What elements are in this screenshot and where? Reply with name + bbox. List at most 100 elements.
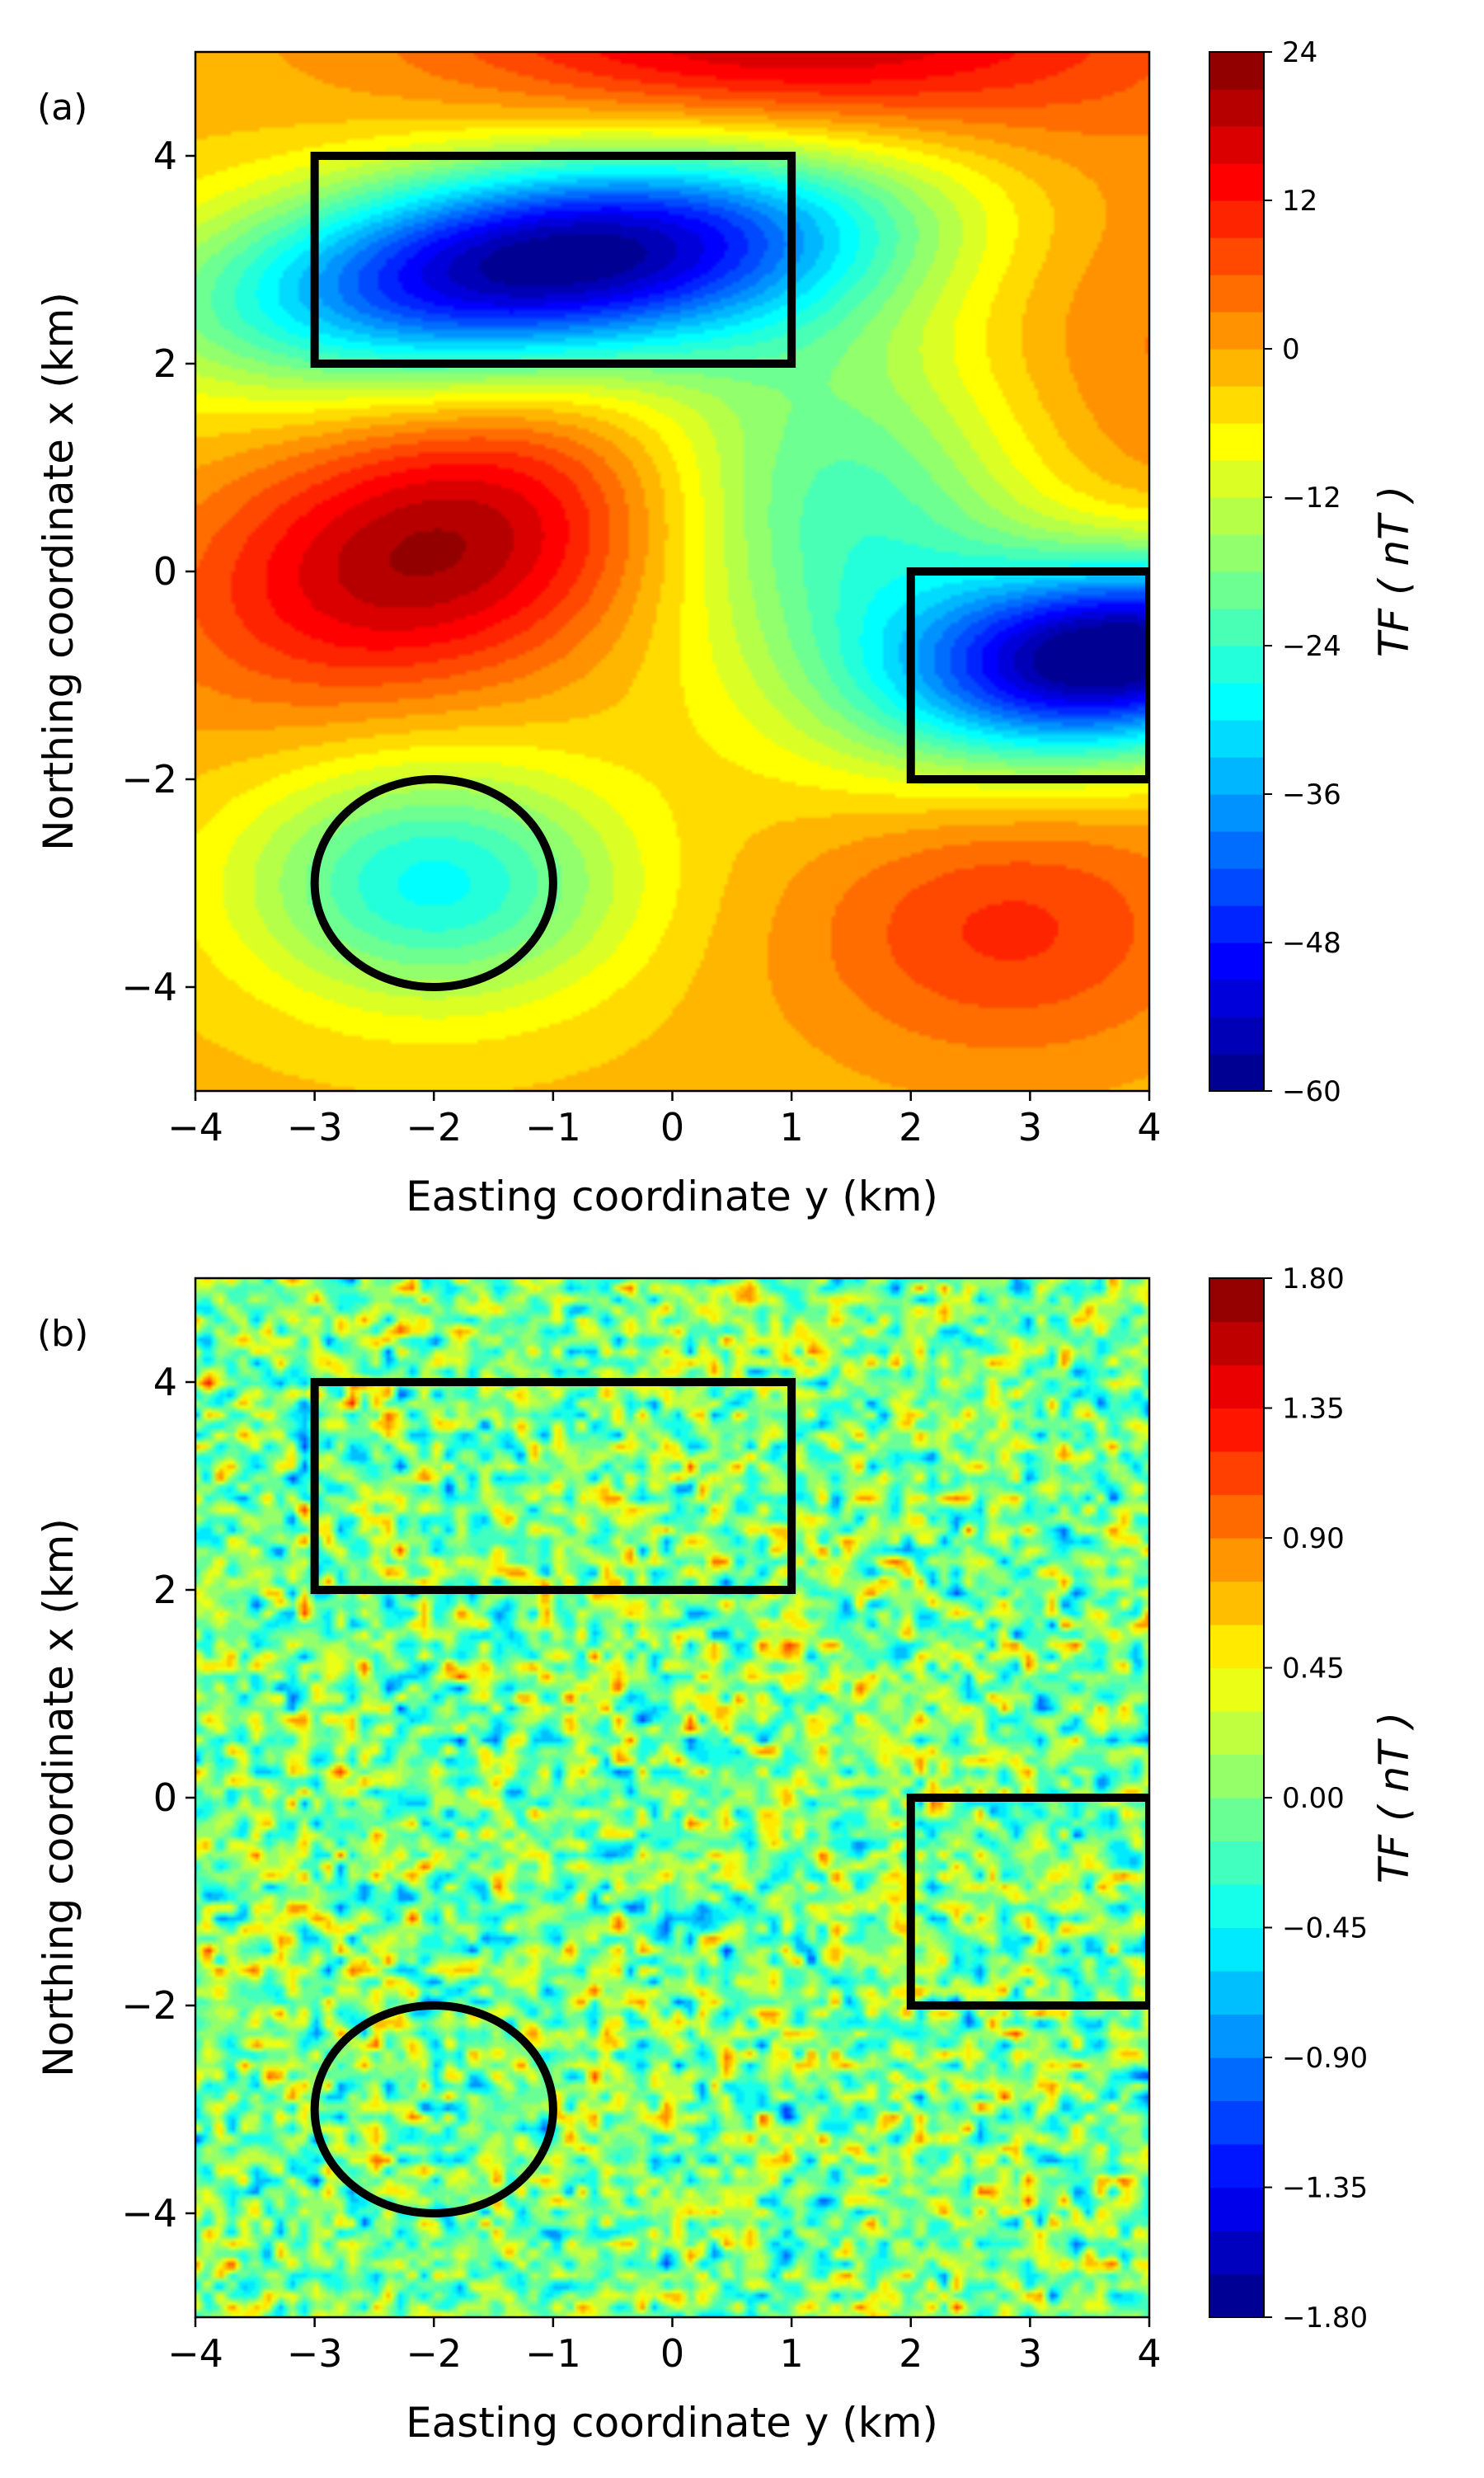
- x-tick-label-b-0: −4: [167, 2331, 223, 2376]
- y-axis-label-a: Northing coordinate x (km): [35, 292, 82, 851]
- y-tick-label-a-1: −2: [121, 757, 177, 802]
- colorbar-band-a-24: [1209, 163, 1264, 201]
- x-tick-label-b-6: 2: [899, 2331, 923, 2376]
- colorbar-tick-label-a-4: −12: [1282, 482, 1341, 515]
- y-tick-label-b-3: 2: [153, 1568, 177, 1612]
- panel-b: (b) −4 −3 −2 −1 0 1 2 3 4 −4 −2 0 2 4 Easting coordi…: [35, 1263, 1418, 2447]
- colorbar-label-a: TF ( nT ): [1370, 486, 1418, 657]
- colorbar-band-b-6: [1209, 2014, 1264, 2058]
- colorbar-band-b-13: [1209, 1711, 1264, 1756]
- colorbar-band-b-20: [1209, 1408, 1264, 1452]
- colorbar-band-a-2: [1209, 980, 1264, 1018]
- x-axis-label-a: Easting coordinate y (km): [406, 1173, 938, 1220]
- x-tick-label-a-1: −3: [287, 1105, 343, 1150]
- colorbar-band-a-23: [1209, 200, 1264, 238]
- colorbar-ticks-a: −60 −48 −36 −24 −12 0 12 24: [1264, 36, 1341, 1108]
- x-tick-label-a-2: −2: [406, 1105, 462, 1150]
- y-tick-label-a-0: −4: [121, 965, 177, 1009]
- colorbar-frame-a: [1209, 51, 1265, 1092]
- rectangle-outline-b-0: [310, 1378, 796, 1594]
- colorbar-band-a-12: [1209, 609, 1264, 647]
- colorbar-band-a-19: [1209, 349, 1264, 387]
- colorbar-tick-label-b-1: −1.35: [1282, 2172, 1368, 2205]
- colorbar-band-b-11: [1209, 1798, 1264, 1842]
- colorbar-band-b-14: [1209, 1667, 1264, 1712]
- x-tick-label-a-5: 1: [779, 1105, 803, 1150]
- colorbar-band-b-0: [1209, 2273, 1264, 2318]
- colorbar-band-a-15: [1209, 497, 1264, 535]
- x-tick-label-a-7: 3: [1018, 1105, 1042, 1150]
- colorbar-tick-label-a-1: −48: [1282, 927, 1341, 960]
- x-tick-label-a-6: 2: [899, 1105, 923, 1150]
- colorbar-band-b-9: [1209, 1884, 1264, 1929]
- colorbar-band-b-19: [1209, 1451, 1264, 1496]
- colorbar-band-b-17: [1209, 1538, 1264, 1582]
- circle-outline-a-2: [310, 775, 557, 991]
- colorbar-tick-label-b-4: 0.00: [1282, 1782, 1345, 1815]
- colorbar-band-b-5: [1209, 2057, 1264, 2102]
- rectangle-outline-b-1: [906, 1794, 1149, 2010]
- colorbar-tick-label-a-5: 0: [1282, 333, 1300, 366]
- y-tick-label-a-3: 2: [153, 341, 177, 386]
- colorbar-band-b-18: [1209, 1494, 1264, 1539]
- colorbar-bands-b: [1209, 1278, 1264, 2318]
- colorbar-tick-label-b-6: 0.90: [1282, 1522, 1345, 1555]
- colorbar-band-a-3: [1209, 943, 1264, 980]
- colorbar-band-a-0: [1209, 1054, 1264, 1092]
- colorbar-band-a-1: [1209, 1017, 1264, 1055]
- colorbar-tick-label-b-2: −0.90: [1282, 2042, 1368, 2075]
- colorbar-band-a-8: [1209, 757, 1264, 795]
- colorbar-band-b-16: [1209, 1581, 1264, 1625]
- x-axis-label-b: Easting coordinate y (km): [406, 2399, 938, 2447]
- colorbar-band-a-18: [1209, 386, 1264, 424]
- colorbar-band-a-27: [1209, 52, 1264, 90]
- colorbar-band-a-9: [1209, 720, 1264, 758]
- x-axis-a: −4 −3 −2 −1 0 1 2 3 4: [167, 1091, 1162, 1150]
- colorbar-band-a-26: [1209, 89, 1264, 127]
- colorbar-band-a-10: [1209, 683, 1264, 721]
- x-tick-label-a-8: 4: [1137, 1105, 1161, 1150]
- x-tick-label-b-4: 0: [660, 2331, 684, 2376]
- colorbar-band-b-3: [1209, 2144, 1264, 2189]
- panel-label-b: (b): [37, 1313, 88, 1355]
- colorbar-tick-label-b-5: 0.45: [1282, 1653, 1345, 1686]
- colorbar-band-a-5: [1209, 868, 1264, 906]
- colorbar-tick-label-b-8: 1.80: [1282, 1263, 1345, 1295]
- colorbar-bands-a: [1209, 52, 1264, 1092]
- x-tick-label-b-5: 1: [779, 2331, 803, 2376]
- colorbar-tick-label-a-0: −60: [1282, 1075, 1341, 1108]
- colorbar-band-b-8: [1209, 1927, 1264, 1972]
- colorbar-band-a-17: [1209, 423, 1264, 461]
- colorbar-band-b-4: [1209, 2100, 1264, 2145]
- colorbar-band-b-1: [1209, 2231, 1264, 2275]
- colorbar-b: −1.80 −1.35 −0.90 −0.45 0.00 0.45 0.90 1.35 1.80…: [1209, 1263, 1418, 2335]
- rectangle-outline-a-1: [906, 567, 1149, 783]
- y-axis-a: −4 −2 0 2 4: [121, 134, 195, 1009]
- x-tick-label-a-3: −1: [525, 1105, 581, 1150]
- colorbar-band-b-2: [1209, 2187, 1264, 2231]
- colorbar-a: −60 −48 −36 −24 −12 0 12 24 TF ( nT ): [1209, 36, 1418, 1108]
- x-tick-label-b-2: −2: [406, 2331, 462, 2376]
- rectangle-outline-a-0: [310, 152, 796, 368]
- x-axis-b: −4 −3 −2 −1 0 1 2 3 4: [167, 2317, 1162, 2376]
- colorbar-band-b-10: [1209, 1841, 1264, 1885]
- anomaly-outlines-b: [310, 1378, 1149, 2217]
- colorbar-tick-label-a-3: −24: [1282, 630, 1341, 663]
- colorbar-band-a-21: [1209, 275, 1264, 313]
- colorbar-band-a-25: [1209, 126, 1264, 164]
- colorbar-tick-label-b-3: −0.45: [1282, 1912, 1368, 1945]
- colorbar-band-b-7: [1209, 1971, 1264, 2015]
- x-tick-label-b-7: 3: [1018, 2331, 1042, 2376]
- colorbar-band-b-15: [1209, 1625, 1264, 1669]
- colorbar-band-a-4: [1209, 905, 1264, 943]
- y-tick-label-b-4: 4: [153, 1360, 177, 1404]
- x-tick-label-a-4: 0: [660, 1105, 684, 1150]
- y-tick-label-b-1: −2: [121, 1983, 177, 2028]
- colorbar-band-a-20: [1209, 312, 1264, 350]
- colorbar-tick-label-a-7: 24: [1282, 36, 1317, 69]
- y-tick-label-a-4: 4: [153, 134, 177, 178]
- colorbar-label-b: TF ( nT ): [1370, 1712, 1418, 1883]
- y-tick-label-b-0: −4: [121, 2191, 177, 2236]
- colorbar-band-a-7: [1209, 794, 1264, 832]
